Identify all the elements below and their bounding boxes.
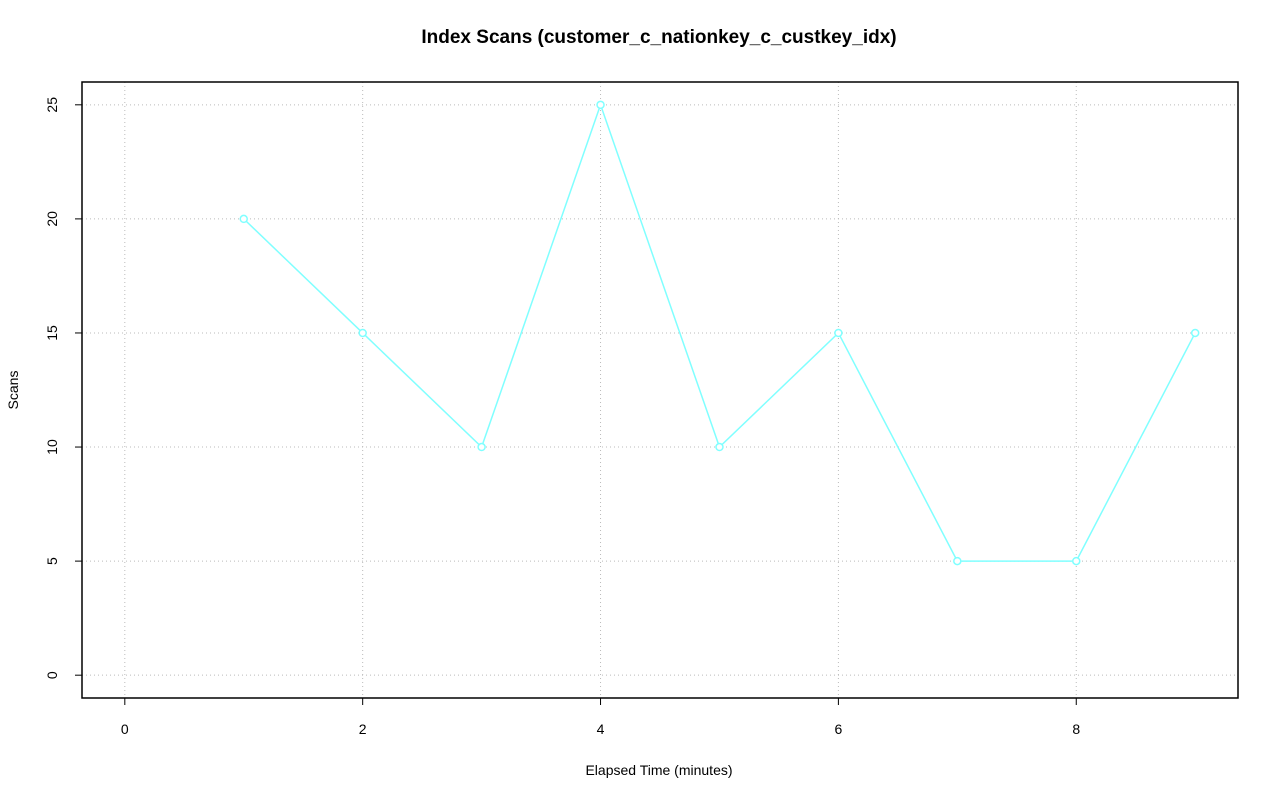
x-tick-label: 4 xyxy=(597,721,605,737)
point xyxy=(834,328,843,338)
x-tick-label: 6 xyxy=(834,721,842,737)
plot-frame xyxy=(81,81,1239,699)
y-tick-label: 20 xyxy=(44,211,60,227)
point xyxy=(715,442,724,452)
x-tick-label: 8 xyxy=(1072,721,1080,737)
y-tick-label: 0 xyxy=(44,671,60,679)
y-axis-label: Scans xyxy=(5,371,21,410)
point xyxy=(477,442,486,452)
x-tick-label: 0 xyxy=(121,721,129,737)
y-tick-label: 10 xyxy=(44,439,60,455)
y-tick-label: 15 xyxy=(44,325,60,341)
point xyxy=(953,556,962,566)
point xyxy=(596,100,605,110)
point xyxy=(1190,328,1200,338)
point xyxy=(239,214,248,224)
point xyxy=(1072,556,1081,566)
x-axis-label: Elapsed Time (minutes) xyxy=(585,762,732,778)
y-tick-label: 5 xyxy=(44,557,60,565)
x-tick-label: 2 xyxy=(359,721,367,737)
chart-title: Index Scans (customer_c_nationkey_c_cust… xyxy=(421,27,896,48)
y-tick-label: 25 xyxy=(44,97,60,113)
point xyxy=(358,328,367,338)
